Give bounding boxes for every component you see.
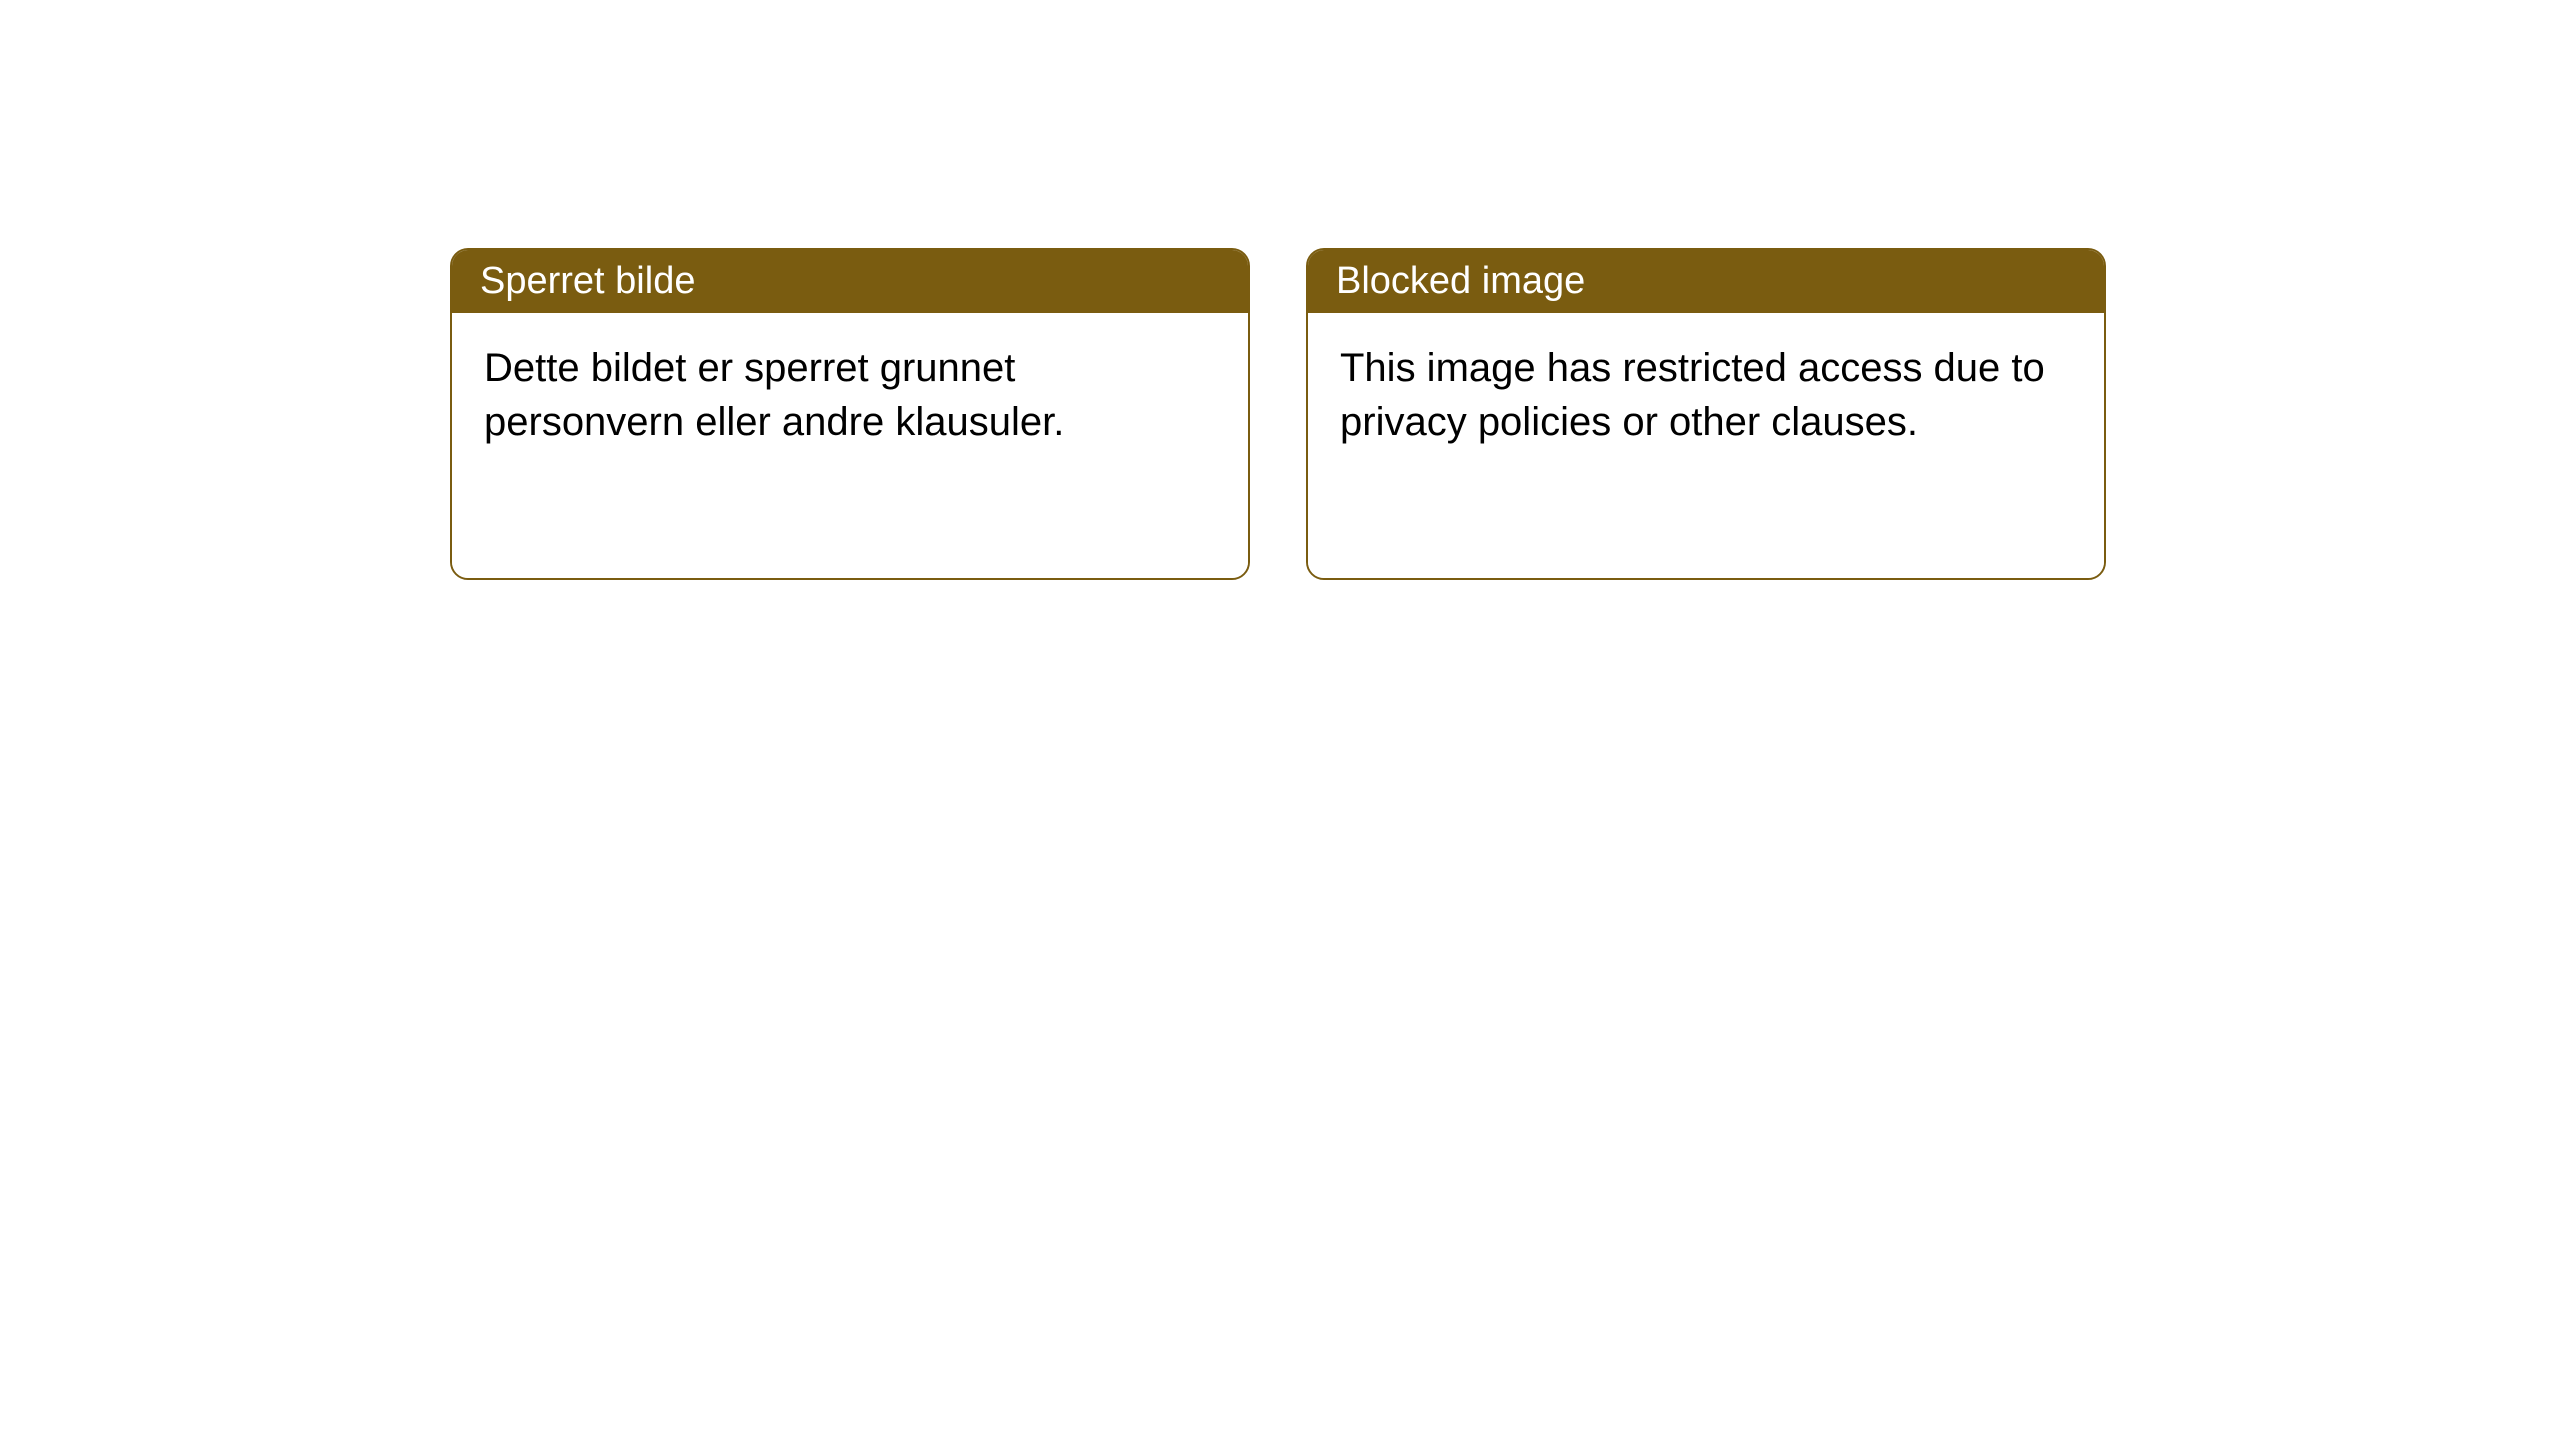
card-container: Sperret bilde Dette bildet er sperret gr… bbox=[450, 248, 2106, 580]
card-body: Dette bildet er sperret grunnet personve… bbox=[452, 313, 1248, 578]
card-header: Blocked image bbox=[1308, 250, 2104, 313]
card-title: Blocked image bbox=[1336, 260, 1585, 302]
blocked-image-card-no: Sperret bilde Dette bildet er sperret gr… bbox=[450, 248, 1250, 580]
card-body-text: Dette bildet er sperret grunnet personve… bbox=[484, 346, 1064, 444]
card-body: This image has restricted access due to … bbox=[1308, 313, 2104, 578]
card-title: Sperret bilde bbox=[480, 260, 695, 302]
blocked-image-card-en: Blocked image This image has restricted … bbox=[1306, 248, 2106, 580]
card-body-text: This image has restricted access due to … bbox=[1340, 346, 2045, 444]
card-header: Sperret bilde bbox=[452, 250, 1248, 313]
